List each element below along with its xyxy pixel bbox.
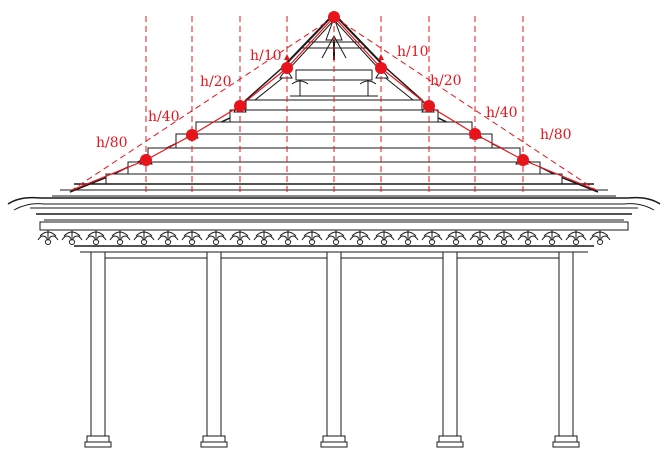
label-left-h40: h/40 xyxy=(148,109,180,125)
label-left-h20: h/20 xyxy=(200,74,232,90)
bracket xyxy=(397,230,419,245)
roof-curve-right xyxy=(333,16,597,191)
bracket xyxy=(277,230,299,245)
column xyxy=(552,251,580,448)
column xyxy=(200,251,228,448)
bracket xyxy=(37,230,59,245)
label-right-h80: h/80 xyxy=(540,127,572,143)
control-point xyxy=(375,62,387,74)
label-left-h10: h/10 xyxy=(250,48,282,64)
slope-line-left xyxy=(71,16,335,191)
bracket xyxy=(253,230,275,245)
bracket xyxy=(421,230,443,245)
bracket xyxy=(157,230,179,245)
bracket xyxy=(205,230,227,245)
bracket xyxy=(325,230,347,245)
arrow-icon xyxy=(378,54,384,60)
bracket-row xyxy=(37,230,611,245)
annotation-layer xyxy=(71,11,597,196)
label-right-h10: h/10 xyxy=(397,44,429,60)
control-point xyxy=(423,100,435,112)
bracket xyxy=(541,230,563,245)
control-point xyxy=(140,154,152,166)
roof-curve-left xyxy=(71,16,335,191)
bracket xyxy=(109,230,131,245)
label-left-h80: h/80 xyxy=(96,135,128,151)
control-point xyxy=(517,154,529,166)
column xyxy=(436,251,464,448)
column xyxy=(320,251,348,448)
control-point xyxy=(234,100,246,112)
control-point xyxy=(186,129,198,141)
control-point xyxy=(281,62,293,74)
bracket xyxy=(373,230,395,245)
eave-band xyxy=(7,196,661,231)
bracket xyxy=(181,230,203,245)
label-right-h20: h/20 xyxy=(430,73,462,89)
bracket xyxy=(229,230,251,245)
bracket xyxy=(565,230,587,245)
slope-line-right xyxy=(333,16,597,191)
label-layer: h/10 h/20 h/40 h/80 h/10 h/20 h/40 h/80 xyxy=(96,44,572,151)
bracket xyxy=(61,230,83,245)
bracket xyxy=(85,230,107,245)
bracket xyxy=(445,230,467,245)
columns xyxy=(84,251,580,448)
bracket xyxy=(133,230,155,245)
bracket xyxy=(493,230,515,245)
arrow-icon xyxy=(284,54,290,60)
bracket xyxy=(349,230,371,245)
bracket xyxy=(301,230,323,245)
control-point xyxy=(469,128,481,140)
bracket xyxy=(469,230,491,245)
bracket xyxy=(517,230,539,245)
label-right-h40: h/40 xyxy=(486,105,518,121)
column xyxy=(84,251,112,448)
bracket xyxy=(589,230,611,245)
control-point xyxy=(328,11,340,23)
